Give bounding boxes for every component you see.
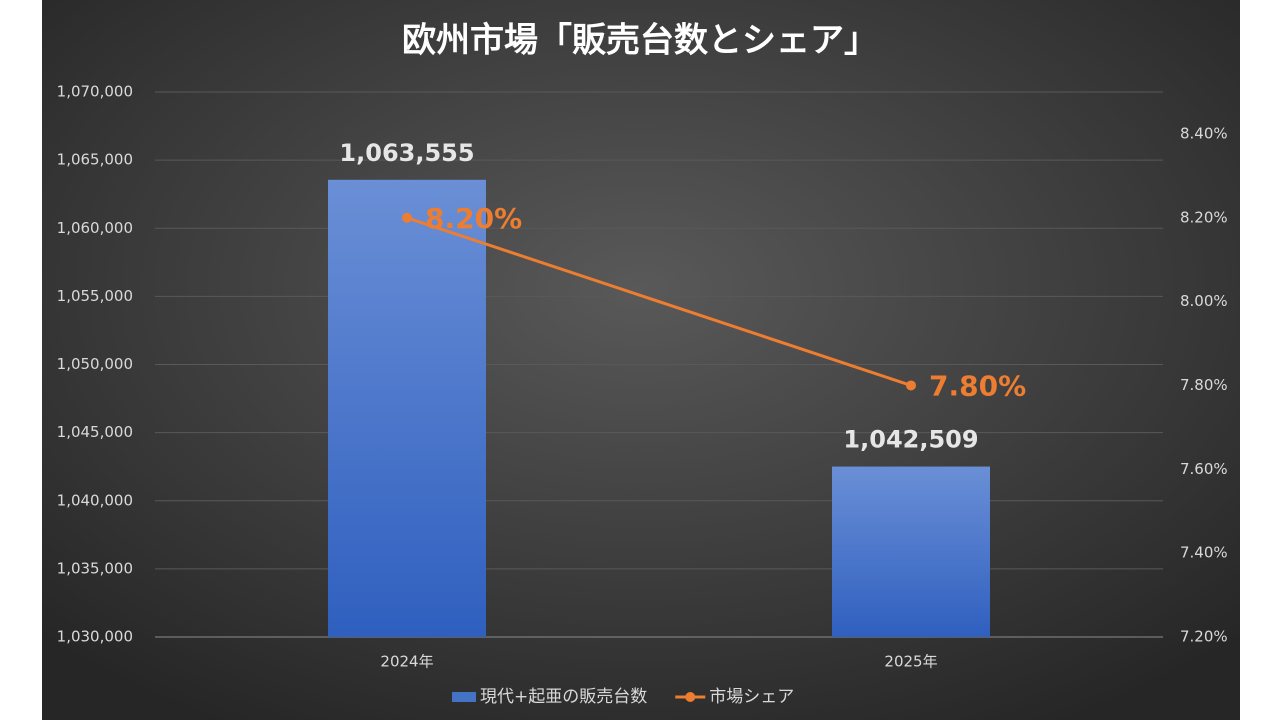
line-marker: [402, 212, 412, 223]
background: [42, 0, 1240, 720]
bar: [328, 179, 486, 638]
y-tick-label: 1,040,000: [57, 491, 133, 509]
line-value-label: 8.20%: [425, 202, 522, 235]
chart-title: 欧州市場「販売台数とシェア」: [402, 21, 878, 61]
y-tick-label: 1,070,000: [57, 83, 133, 101]
legend-swatch: [452, 692, 476, 702]
y-tick-label: 1,030,000: [57, 628, 133, 646]
bar-value-label: 1,063,555: [339, 139, 474, 167]
y-tick-label: 1,055,000: [57, 287, 133, 305]
y-tick-label: 1,045,000: [57, 423, 133, 441]
bar: [832, 466, 990, 637]
y2-tick-label: 7.40%: [1180, 544, 1228, 562]
y-tick-label: 1,065,000: [57, 151, 133, 169]
bar-value-label: 1,042,509: [843, 426, 978, 454]
x-tick-label: 2025年: [884, 653, 937, 671]
line-marker: [906, 380, 916, 391]
legend-label: 市場シェア: [709, 687, 794, 707]
legend-swatch: [685, 692, 696, 702]
y2-tick-label: 8.20%: [1180, 208, 1228, 226]
y2-tick-label: 7.80%: [1180, 376, 1228, 394]
y2-tick-label: 7.20%: [1180, 628, 1228, 646]
line-value-label: 7.80%: [929, 369, 1026, 402]
y2-tick-label: 7.60%: [1180, 460, 1228, 478]
y-tick-label: 1,035,000: [57, 559, 133, 577]
y2-tick-label: 8.40%: [1180, 124, 1228, 142]
y-tick-label: 1,050,000: [57, 355, 133, 373]
line: [406, 216, 912, 387]
y-tick-label: 1,060,000: [57, 219, 133, 237]
x-tick-label: 2024年: [380, 653, 433, 671]
y2-tick-label: 8.00%: [1180, 292, 1228, 310]
legend-label: 現代+起亜の販売台数: [480, 687, 647, 707]
